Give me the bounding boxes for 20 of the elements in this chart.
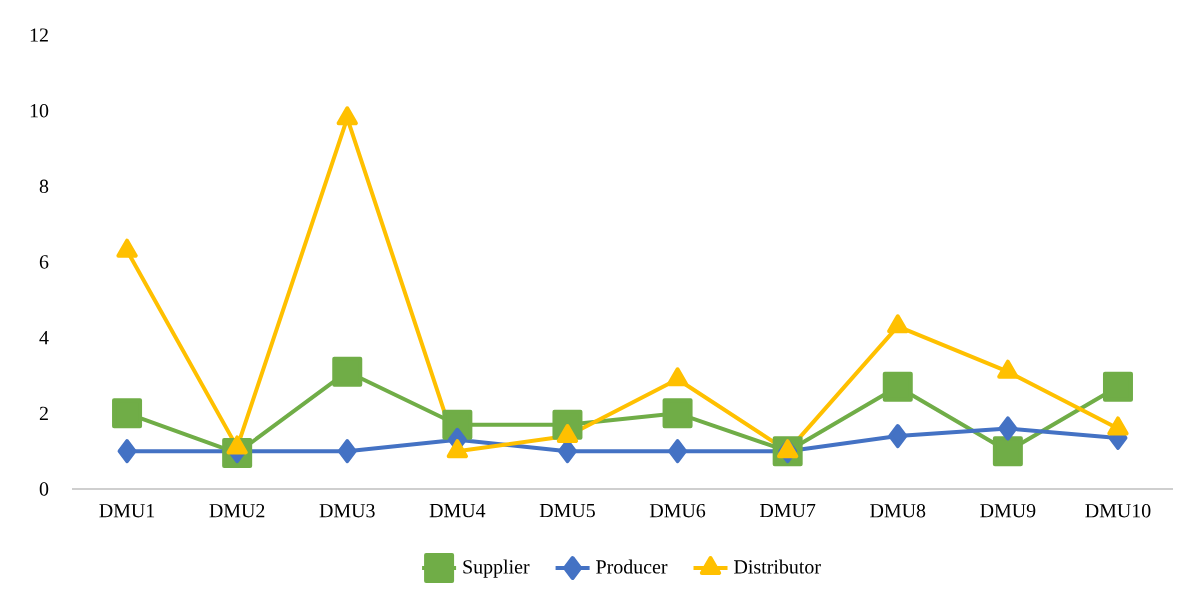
y-tick-label: 8 xyxy=(39,179,49,194)
legend-label: Producer xyxy=(596,559,668,574)
x-tick-label: DMU4 xyxy=(429,504,486,518)
y-tick-label: 2 xyxy=(39,406,48,420)
legend-label: Distributor xyxy=(734,559,821,574)
y-tick-label: 4 xyxy=(39,331,49,345)
x-tick-label: DMU10 xyxy=(1085,504,1151,518)
x-tick-label: DMU1 xyxy=(99,504,155,518)
x-tick-label: DMU8 xyxy=(870,504,926,518)
x-tick-label: DMU9 xyxy=(980,504,1036,518)
y-tick-label: 0 xyxy=(39,482,49,496)
y-tick-label: 6 xyxy=(39,255,49,269)
x-tick-label: DMU2 xyxy=(209,504,265,518)
x-tick-label: DMU3 xyxy=(319,504,375,518)
x-tick-label: DMU6 xyxy=(649,504,706,518)
x-tick-label: DMU7 xyxy=(759,504,816,518)
x-tick-label: DMU5 xyxy=(539,504,595,518)
y-tick-label: 10 xyxy=(30,103,49,118)
legend-label: Supplier xyxy=(463,559,530,578)
y-tick-label: 12 xyxy=(30,28,48,42)
